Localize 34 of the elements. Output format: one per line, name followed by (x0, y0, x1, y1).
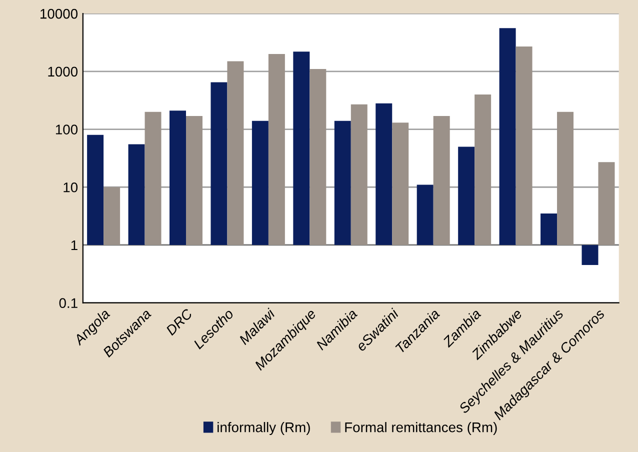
bar (144, 112, 162, 245)
bar (128, 144, 145, 245)
bar (557, 112, 574, 245)
bar (474, 94, 492, 245)
bar (293, 52, 310, 245)
bar (499, 28, 516, 245)
bar (252, 120, 268, 245)
bar (170, 110, 186, 245)
y-tick-label: 1000 (48, 66, 78, 77)
legend-label: Formal remittances (Rm) (345, 422, 497, 435)
bar (582, 244, 598, 266)
bar (210, 82, 228, 245)
bar (334, 120, 351, 245)
bar (310, 69, 326, 245)
bar (433, 116, 450, 245)
legend-label: informally (Rm) (218, 422, 310, 435)
bar (186, 116, 202, 245)
y-tick-label: 0.1 (59, 298, 78, 308)
bar (104, 187, 120, 245)
bar (268, 54, 285, 245)
bar (350, 104, 368, 245)
bar (416, 184, 434, 245)
y-tick-label: 100 (56, 124, 78, 134)
bar (227, 61, 244, 245)
bar (458, 146, 475, 245)
y-tick-label: 10 (64, 182, 78, 192)
bar (516, 46, 532, 245)
bar (376, 103, 392, 245)
bar (598, 162, 615, 245)
bar (87, 134, 104, 245)
y-tick-label: 1 (71, 240, 78, 250)
y-tick-label: 10000 (40, 8, 78, 19)
bar (392, 122, 409, 245)
bar (540, 214, 558, 245)
